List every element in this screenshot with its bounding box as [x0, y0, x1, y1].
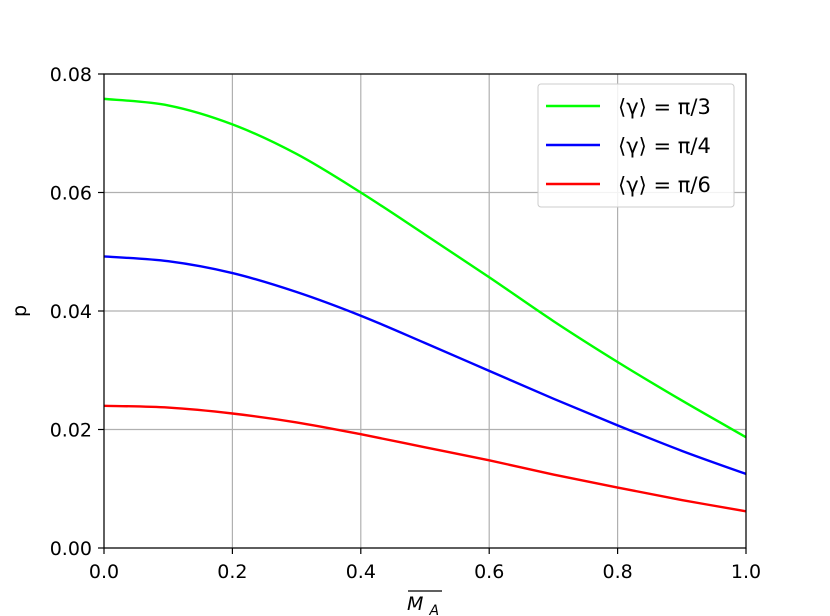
x-axis-label-main: M [407, 593, 423, 615]
legend-box [537, 83, 735, 208]
x-tick-label: 0.4 [346, 561, 376, 583]
series-line-0 [103, 97, 747, 439]
y-tick-label: 0.08 [50, 64, 92, 86]
x-tick-label: 0.0 [89, 561, 119, 583]
y-axis-label: p [9, 305, 31, 317]
y-tick-label: 0.02 [50, 420, 92, 442]
x-tick-label: 0.2 [217, 561, 247, 583]
y-tick-label: 0.00 [50, 538, 92, 560]
y-axis-ticks: 0.00 0.02 0.04 0.06 0.08 [50, 64, 104, 560]
x-tick-label: 0.8 [602, 561, 632, 583]
x-tick-label: 0.6 [474, 561, 504, 583]
x-tick-label: 1.0 [731, 561, 761, 583]
y-tick-label: 0.06 [50, 183, 92, 205]
legend-label-1: ⟨γ⟩ = π/4 [618, 134, 711, 158]
x-axis-label: M A [407, 590, 442, 616]
y-tick-label: 0.04 [50, 301, 92, 323]
series-line-1 [103, 255, 747, 476]
series-line-2 [103, 404, 747, 513]
legend-label-0: ⟨γ⟩ = π/3 [618, 95, 711, 119]
series-lines [103, 97, 747, 513]
legend: ⟨γ⟩ = π/3 ⟨γ⟩ = π/4 ⟨γ⟩ = π/6 [537, 83, 735, 208]
x-axis-label-subscript: A [428, 603, 439, 616]
svg-text:M A: M A [407, 593, 439, 616]
x-axis-ticks: 0.0 0.2 0.4 0.6 0.8 1.0 [89, 548, 761, 583]
legend-label-2: ⟨γ⟩ = π/6 [618, 173, 711, 197]
